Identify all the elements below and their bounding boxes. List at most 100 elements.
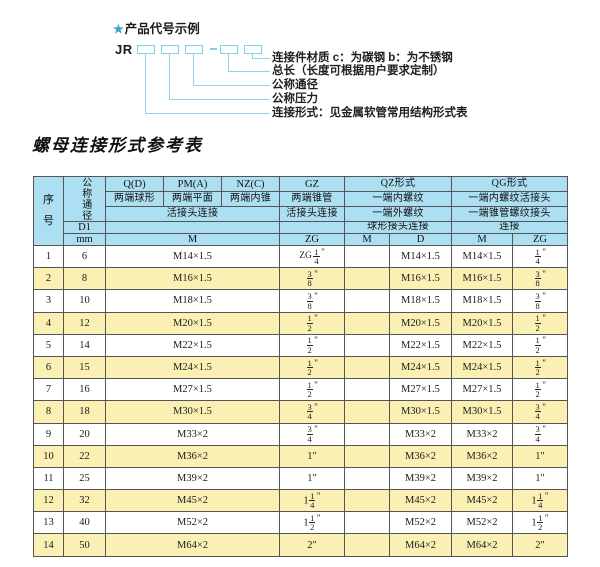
leader-line-2-vertical	[169, 54, 171, 100]
table-row: 5 14 M22×1.5 1 2 " M22×1.5 M22×1.5 1 2 "	[33, 333, 568, 357]
inch-mark: "	[314, 335, 318, 346]
fraction-numerator: 1	[538, 512, 543, 523]
table-row: 7 16 M27×1.5 1 2 " M27×1.5 M27×1.5 1 2 "	[33, 378, 568, 402]
fraction-denominator: 4	[534, 411, 541, 422]
table-row: 10 22 M36×2 1" M36×2 M36×2 1"	[33, 444, 568, 468]
code-box-1	[137, 45, 155, 54]
table-body: 1 6 M14×1.5 ZG 1 4 " M14×1.5 M14×1.5 1 4 " 2 8 M16×1.5…	[33, 245, 568, 557]
cell-qg-m: M16×1.5	[451, 267, 513, 291]
cell-qg-zg: 2"	[512, 533, 568, 557]
inch-mark: "	[544, 512, 549, 523]
leader-line-3-vertical	[193, 54, 195, 86]
fraction-numerator: 3	[307, 401, 312, 412]
header-seq-char2: 号	[43, 215, 54, 228]
cell-qg-m: M64×2	[451, 533, 513, 557]
cell-thread-m: M45×2	[105, 489, 280, 513]
cell-bore: 22	[63, 444, 106, 468]
cell-qg-zg: 1 4 "	[512, 245, 568, 269]
inch-mark: "	[316, 490, 321, 501]
header-group-pma: PM(A)	[163, 175, 222, 193]
inch-mark: "	[542, 379, 546, 390]
fraction-numerator: 1	[535, 379, 540, 390]
table-row: 4 12 M20×1.5 1 2 " M20×1.5 M20×1.5 1 2 "	[33, 311, 568, 335]
code-box-2	[161, 45, 179, 54]
header-connect2-qz: 球形接头连接	[344, 220, 452, 235]
fraction-numerator: 3	[307, 291, 312, 302]
cell-seq: 13	[33, 511, 64, 535]
cell-gz: 1 2 "	[279, 311, 345, 335]
fraction-numerator: 1	[307, 313, 312, 324]
cell-thread-m: M20×1.5	[105, 311, 280, 335]
header-group-qg: QG形式	[451, 175, 568, 193]
cell-seq: 2	[33, 267, 64, 291]
whole-number: 1	[303, 495, 309, 507]
fraction-numerator: 1	[535, 357, 540, 368]
inch-mark: "	[314, 313, 318, 324]
code-box-5	[244, 45, 262, 54]
header-symbol-qz-d: D	[389, 233, 452, 247]
fraction-denominator: 8	[306, 300, 313, 311]
fraction-denominator: 4	[306, 433, 313, 444]
star-icon: ★	[113, 22, 124, 36]
cell-seq: 1	[33, 245, 64, 269]
cell-qz-m	[344, 466, 390, 491]
table-row: 8 18 M30×1.5 3 4 " M30×1.5 M30×1.5 3 4 "	[33, 400, 568, 424]
cell-qz-d: M18×1.5	[389, 289, 452, 313]
cell-thread-m: M36×2	[105, 444, 280, 468]
whole-number: 1	[531, 495, 537, 507]
cell-seq: 8	[33, 400, 64, 424]
cell-seq: 10	[33, 444, 64, 468]
header-desc-qd: 两端球形	[105, 191, 164, 208]
inch-mark: "	[542, 313, 546, 324]
cell-gz: 1 1 4 "	[279, 489, 345, 513]
cell-bore: 18	[63, 400, 106, 424]
product-code-title: ★产品代号示例	[113, 18, 200, 37]
header-group-qz: QZ形式	[344, 175, 452, 193]
table-row: 3 10 M18×1.5 3 8 " M18×1.5 M18×1.5 3 8 "	[33, 289, 568, 313]
leader-line-1-horizontal	[145, 113, 270, 115]
cell-thread-m: M64×2	[105, 533, 280, 557]
fraction-denominator: 2	[534, 322, 541, 333]
cell-qz-d: M45×2	[389, 489, 452, 513]
header-connect-gz: 活接头连接	[279, 206, 345, 222]
table-row: 2 8 M16×1.5 3 8 " M16×1.5 M16×1.5 3 8 "	[33, 267, 568, 291]
header-desc-nzc: 两端内锥	[221, 191, 280, 208]
cell-qz-d: M30×1.5	[389, 400, 452, 424]
header-connect-qpmnz: 活接头连接	[105, 206, 280, 222]
size-plain: 1"	[535, 450, 545, 462]
cell-thread-m: M16×1.5	[105, 267, 280, 291]
cell-bore: 15	[63, 355, 106, 380]
cell-qz-d: M36×2	[389, 444, 452, 468]
header-desc-qg: 一端内螺纹活接头	[451, 191, 568, 208]
inch-mark: "	[321, 246, 325, 257]
header-symbol-qg-m: M	[451, 233, 513, 247]
cell-seq: 7	[33, 378, 64, 402]
fraction-numerator: 3	[307, 424, 312, 435]
leader-line-1-vertical	[145, 54, 147, 114]
cell-qz-d: M27×1.5	[389, 378, 452, 402]
inch-mark: "	[542, 335, 546, 346]
header-desc-qz: 一端内螺纹	[344, 191, 452, 208]
cell-qg-zg: 3 4 "	[512, 422, 568, 446]
leader-line-5-vertical	[252, 54, 254, 59]
fraction-denominator: 2	[306, 344, 313, 355]
cell-gz: 1 2 "	[279, 378, 345, 402]
cell-qz-m	[344, 311, 390, 335]
cell-thread-m: M39×2	[105, 466, 280, 491]
cell-qg-m: M30×1.5	[451, 400, 513, 424]
cell-thread-m: M14×1.5	[105, 245, 280, 269]
cell-qz-m	[344, 333, 390, 357]
